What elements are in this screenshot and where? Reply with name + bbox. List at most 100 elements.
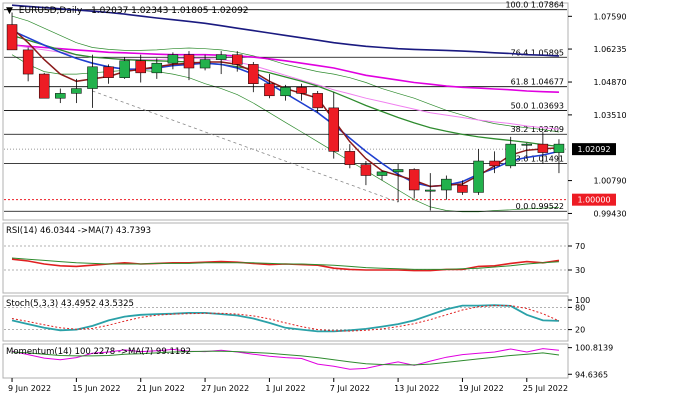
x-axis: 9 Jun 2022 15 Jun 2022 21 Jun 2022 27 Jun 2… xyxy=(8,378,568,393)
ohlc-readout: 1.02037 1.02343 1.01805 1.02092 xyxy=(91,6,248,16)
price-y-tick-label: 0.99430 xyxy=(593,209,626,218)
bullish-candle xyxy=(199,59,211,69)
bearish-candle xyxy=(38,73,50,99)
bearish-candle xyxy=(537,143,549,153)
price-grid xyxy=(4,148,567,201)
osc-series-line-osc-green xyxy=(11,257,560,270)
stoch-title: Stoch(5,3,3) 43.4952 43.5325 xyxy=(6,299,134,309)
osc-series-line-osc-green xyxy=(11,350,560,366)
candles xyxy=(6,12,565,211)
osc-y-tick-label: 80 xyxy=(575,303,585,312)
bearish-candle xyxy=(6,24,18,51)
x-tick-label: 21 Jun 2022 xyxy=(137,384,185,393)
bearish-candle xyxy=(232,54,243,65)
bearish-candle xyxy=(296,87,307,94)
osc-series-line-osc-magenta xyxy=(11,348,560,370)
price-y-tick-label: 1.04870 xyxy=(593,78,626,87)
momentum-panel: 100.8139 94.6365 xyxy=(11,344,613,379)
x-tick-label: 19 Jul 2022 xyxy=(458,384,503,393)
bullish-candle xyxy=(392,169,404,173)
momentum-title: Momentum(14) 100.2278 ->MA(7) 99.1192 xyxy=(6,347,191,357)
fibonacci-level-label: 23.6 1.01491 xyxy=(511,155,564,164)
parity-price-label: 1.00000 xyxy=(577,196,610,205)
fibonacci-level-label: 50.0 1.03693 xyxy=(511,101,564,110)
bullish-candle xyxy=(553,143,565,153)
osc-series-line-osc-red xyxy=(11,305,560,332)
bearish-candle xyxy=(408,169,420,191)
x-tick-label: 15 Jun 2022 xyxy=(72,384,120,393)
fibonacci-level-label: 61.8 1.04677 xyxy=(511,78,564,87)
fibonacci-level-label: 38.2 1.02709 xyxy=(511,125,564,134)
osc-y-tick-label: 20 xyxy=(575,326,585,335)
rsi-panel: 70 30 xyxy=(4,242,585,275)
bullish-candle xyxy=(376,171,388,176)
bearish-candle xyxy=(264,83,275,97)
fibonacci-level-label: 0.0 0.99522 xyxy=(516,202,564,211)
x-tick-label: 9 Jun 2022 xyxy=(8,384,51,393)
osc-y-tick-label: 70 xyxy=(575,242,585,251)
bullish-candle xyxy=(521,143,533,146)
price-y-tick-label: 1.00790 xyxy=(593,177,626,186)
price-panel-frame xyxy=(2,2,569,221)
trendline xyxy=(92,90,399,203)
bullish-candle xyxy=(71,88,82,94)
current-price-badge xyxy=(572,143,616,156)
bullish-candle xyxy=(87,66,98,89)
parity-price-badge xyxy=(572,193,616,206)
bearish-candle xyxy=(489,160,500,167)
osc-y-tick-label: 94.6365 xyxy=(575,370,608,379)
bullish-candle xyxy=(151,62,163,74)
bullish-candle xyxy=(215,54,227,60)
bearish-candle xyxy=(360,164,372,176)
descending-trendline xyxy=(92,90,399,203)
bearish-candle xyxy=(457,184,468,193)
moving-average-line-ma-magenta xyxy=(11,44,560,93)
chart-title: EURUSD,Daily xyxy=(19,6,83,16)
bollinger-bands xyxy=(11,15,560,213)
x-tick-label: 25 Jul 2022 xyxy=(523,384,568,393)
price-y-tick-label: 1.07590 xyxy=(593,12,626,21)
moving-average-line-ma-navy xyxy=(11,4,560,57)
bearish-candle xyxy=(344,151,356,165)
chart-symbol-label: ▼ EURUSD,Daily 1.02037 1.02343 1.01805 1… xyxy=(6,6,249,16)
bullish-candle xyxy=(167,54,179,64)
bollinger-lower-line xyxy=(11,54,560,213)
bearish-candle xyxy=(248,64,259,84)
bullish-candle xyxy=(505,143,516,167)
osc-y-tick-label: 100.8139 xyxy=(575,344,613,353)
rsi-panel-frame xyxy=(2,222,569,294)
x-tick-label: 27 Jun 2022 xyxy=(201,384,249,393)
collapse-arrow-icon[interactable]: ▼ xyxy=(6,6,13,16)
current-price-label: 1.02092 xyxy=(577,145,610,154)
price-y-tick-label: 1.06235 xyxy=(593,45,626,54)
rsi-title: RSI(14) 46.0344 ->MA(7) 43.7393 xyxy=(6,226,151,236)
price-y-axis: 1.07590 1.06235 1.04870 1.03510 1.00790 0.994… xyxy=(568,12,627,218)
bearish-candle xyxy=(22,49,34,75)
fibonacci-level-label: 100.0 1.07864 xyxy=(505,1,564,10)
bearish-candle xyxy=(103,66,114,78)
moving-average-line-ma-green xyxy=(11,34,560,148)
bearish-candle xyxy=(183,54,195,69)
bollinger-upper-line xyxy=(11,15,560,133)
bullish-candle xyxy=(425,189,436,192)
bearish-candle xyxy=(135,60,146,74)
osc-y-tick-label: 30 xyxy=(575,266,585,275)
bearish-candle xyxy=(312,93,323,109)
osc-y-tick-label: 100 xyxy=(575,296,590,305)
momentum-panel-frame xyxy=(2,343,569,379)
stoch-panel-frame xyxy=(2,295,569,342)
price-y-tick-label: 1.03510 xyxy=(593,111,626,120)
bullish-candle xyxy=(55,93,66,99)
x-tick-label: 7 Jul 2022 xyxy=(330,384,370,393)
bullish-candle xyxy=(473,160,484,193)
bullish-candle xyxy=(119,60,130,78)
bullish-candle xyxy=(441,178,452,191)
x-tick-label: 1 Jul 2022 xyxy=(265,384,305,393)
x-tick-label: 13 Jul 2022 xyxy=(394,384,439,393)
bearish-candle xyxy=(328,107,339,152)
fibonacci-level-label: 76.4 1.05895 xyxy=(511,48,564,57)
osc-series-line-osc-teal xyxy=(11,304,560,333)
